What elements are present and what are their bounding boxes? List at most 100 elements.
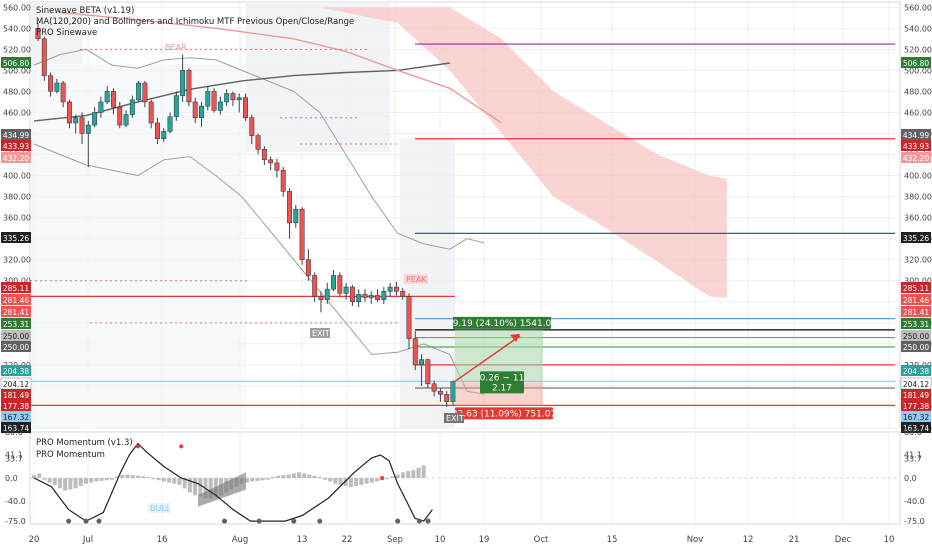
candle-body[interactable] bbox=[274, 162, 280, 171]
candle-body[interactable] bbox=[186, 70, 192, 103]
candle-body[interactable] bbox=[54, 82, 60, 92]
histogram-bar[interactable] bbox=[348, 478, 353, 488]
candle-body[interactable] bbox=[129, 99, 135, 115]
histogram-bar[interactable] bbox=[104, 478, 109, 481]
candle-body[interactable] bbox=[261, 149, 267, 161]
histogram-bar[interactable] bbox=[400, 472, 405, 478]
histogram-bar[interactable] bbox=[156, 478, 161, 481]
candle-body[interactable] bbox=[161, 131, 167, 139]
candle-body[interactable] bbox=[381, 291, 387, 300]
histogram-bar[interactable] bbox=[73, 478, 78, 489]
candle-body[interactable] bbox=[155, 122, 160, 139]
histogram-bar[interactable] bbox=[307, 474, 312, 478]
candle-body[interactable] bbox=[92, 112, 98, 126]
ratio-label[interactable]: 0.26 ~ 112.17 bbox=[480, 371, 525, 394]
candle-body[interactable] bbox=[425, 359, 431, 385]
candle-body[interactable] bbox=[35, 28, 41, 40]
candle-body[interactable] bbox=[173, 95, 179, 117]
histogram-bar[interactable] bbox=[271, 476, 276, 478]
histogram-bar[interactable] bbox=[83, 478, 88, 484]
candle-body[interactable] bbox=[85, 124, 91, 134]
candle-body[interactable] bbox=[255, 135, 261, 150]
histogram-bar[interactable] bbox=[172, 478, 177, 484]
candle-body[interactable] bbox=[230, 93, 236, 101]
candle-body[interactable] bbox=[123, 114, 129, 126]
momentum-dot[interactable] bbox=[256, 518, 262, 524]
candle-body[interactable] bbox=[205, 91, 211, 107]
candle-body[interactable] bbox=[343, 286, 349, 294]
momentum-dot[interactable] bbox=[425, 518, 431, 524]
candle-body[interactable] bbox=[98, 101, 104, 113]
candle-body[interactable] bbox=[280, 170, 286, 192]
momentum-dot[interactable] bbox=[317, 518, 323, 524]
candle-body[interactable] bbox=[66, 101, 72, 124]
candle-body[interactable] bbox=[437, 390, 443, 395]
histogram-bar[interactable] bbox=[94, 478, 99, 482]
histogram-bar[interactable] bbox=[42, 478, 47, 480]
candle-body[interactable] bbox=[243, 97, 248, 118]
candle-body[interactable] bbox=[148, 101, 154, 124]
candle-body[interactable] bbox=[167, 116, 173, 132]
candle-body[interactable] bbox=[406, 296, 412, 339]
histogram-bar[interactable] bbox=[296, 472, 301, 478]
candle-body[interactable] bbox=[312, 275, 318, 297]
histogram-bar[interactable] bbox=[390, 476, 395, 478]
histogram-bar[interactable] bbox=[161, 478, 166, 482]
candle-body[interactable] bbox=[318, 296, 324, 300]
candle-body[interactable] bbox=[142, 82, 148, 103]
histogram-bar[interactable] bbox=[281, 475, 286, 478]
histogram-bar[interactable] bbox=[276, 475, 281, 478]
candle-body[interactable] bbox=[331, 275, 336, 290]
histogram-bar[interactable] bbox=[364, 478, 369, 484]
histogram-bar[interactable] bbox=[109, 478, 114, 480]
histogram-bar[interactable] bbox=[130, 475, 135, 478]
histogram-bar[interactable] bbox=[291, 473, 296, 478]
candle-body[interactable] bbox=[450, 381, 456, 402]
candle-body[interactable] bbox=[104, 91, 110, 103]
histogram-bar[interactable] bbox=[32, 475, 36, 478]
candle-body[interactable] bbox=[236, 97, 242, 101]
candle-body[interactable] bbox=[224, 93, 230, 103]
candle-body[interactable] bbox=[305, 259, 311, 276]
candle-body[interactable] bbox=[400, 291, 406, 297]
candle-body[interactable] bbox=[431, 383, 437, 392]
momentum-dot[interactable] bbox=[416, 518, 422, 524]
momentum-signal-dot[interactable] bbox=[380, 476, 385, 480]
candle-body[interactable] bbox=[412, 338, 418, 366]
momentum-dot[interactable] bbox=[96, 518, 102, 524]
histogram-bar[interactable] bbox=[338, 478, 343, 485]
candle-body[interactable] bbox=[192, 101, 198, 118]
histogram-bar[interactable] bbox=[245, 478, 250, 483]
histogram-bar[interactable] bbox=[286, 474, 291, 478]
momentum-dot[interactable] bbox=[291, 518, 297, 524]
histogram-bar[interactable] bbox=[333, 478, 338, 484]
histogram-bar[interactable] bbox=[177, 478, 182, 485]
histogram-bar[interactable] bbox=[359, 478, 364, 485]
candle-body[interactable] bbox=[249, 117, 255, 136]
histogram-bar[interactable] bbox=[354, 478, 359, 487]
histogram-bar[interactable] bbox=[317, 476, 322, 478]
candle-body[interactable] bbox=[211, 91, 217, 111]
momentum-dot[interactable] bbox=[222, 518, 228, 524]
candle-body[interactable] bbox=[299, 208, 305, 260]
histogram-bar[interactable] bbox=[406, 471, 411, 478]
histogram-bar[interactable] bbox=[411, 469, 416, 478]
stop-label[interactable]: 22.63 (11.09%) 751.07 bbox=[452, 407, 556, 420]
histogram-bar[interactable] bbox=[260, 478, 265, 481]
candle-body[interactable] bbox=[287, 191, 292, 224]
histogram-bar[interactable] bbox=[395, 474, 400, 478]
histogram-bar[interactable] bbox=[125, 474, 130, 478]
candle-body[interactable] bbox=[356, 294, 362, 303]
histogram-bar[interactable] bbox=[369, 478, 374, 483]
histogram-bar[interactable] bbox=[182, 478, 187, 489]
histogram-bar[interactable] bbox=[322, 478, 327, 480]
candle-body[interactable] bbox=[180, 70, 186, 96]
candle-body[interactable] bbox=[337, 275, 343, 294]
candle-body[interactable] bbox=[444, 394, 450, 402]
candle-body[interactable] bbox=[199, 105, 204, 118]
candle-body[interactable] bbox=[362, 294, 368, 298]
histogram-bar[interactable] bbox=[167, 478, 172, 483]
histogram-bar[interactable] bbox=[421, 465, 426, 478]
candle-body[interactable] bbox=[419, 359, 425, 366]
histogram-bar[interactable] bbox=[255, 478, 260, 481]
